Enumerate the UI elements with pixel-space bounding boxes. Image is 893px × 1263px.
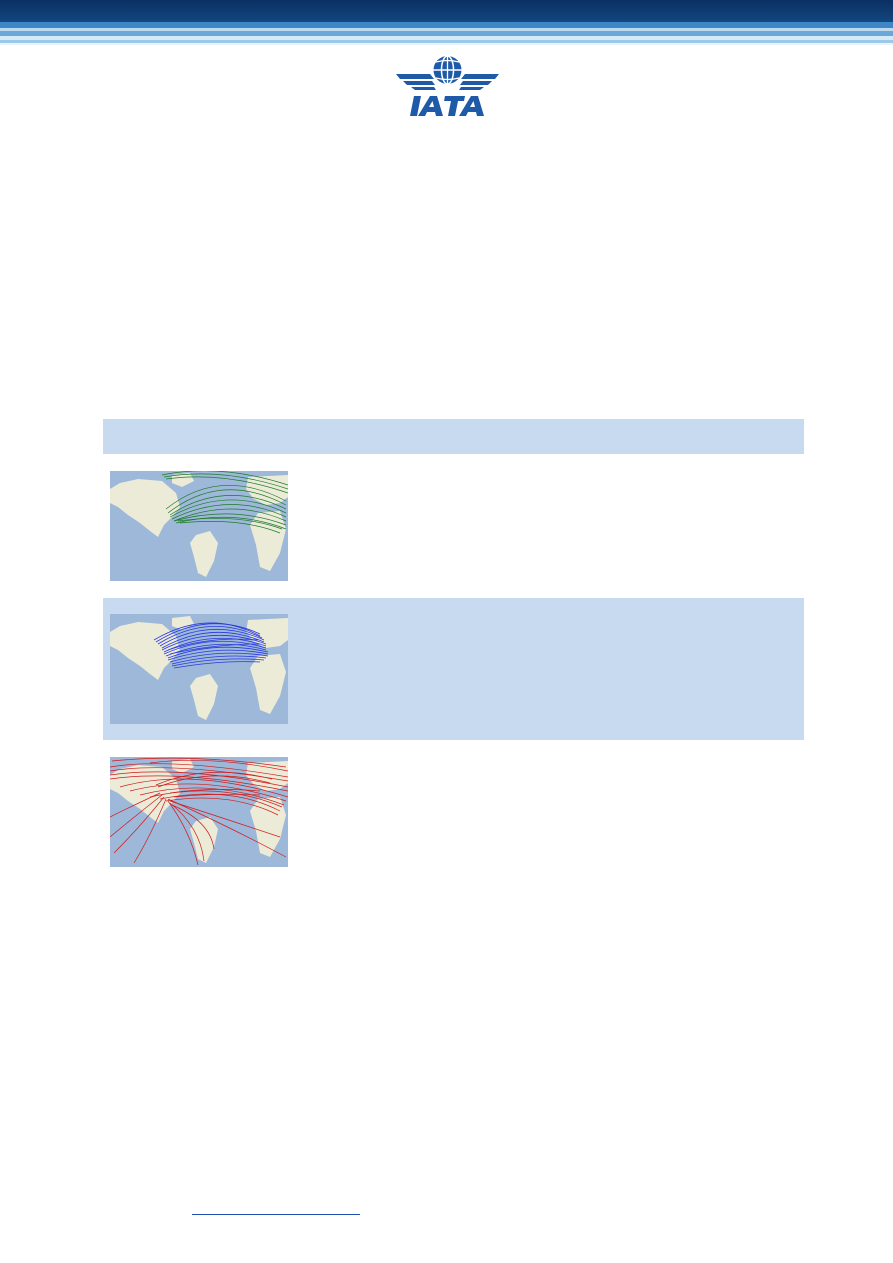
- header-band-stripe: [0, 43, 893, 45]
- table-header-bar: [103, 419, 804, 454]
- iata-logo: [396, 55, 499, 116]
- header-band-stripe: [0, 31, 893, 36]
- route-map-icon: [110, 471, 288, 581]
- header-band-stripe: [0, 0, 893, 22]
- table-row: [103, 598, 804, 740]
- route-map-icon: [110, 757, 288, 867]
- header-band-stripe: [0, 22, 893, 28]
- header-band-stripe: [0, 40, 893, 43]
- header-band-stripe: [0, 36, 893, 40]
- header-band-stripe: [0, 28, 893, 31]
- route-map-icon: [110, 614, 288, 724]
- table-row: [103, 462, 804, 590]
- header-band: [0, 0, 893, 46]
- table-row: [103, 748, 804, 876]
- footer-link[interactable]: [192, 1200, 360, 1215]
